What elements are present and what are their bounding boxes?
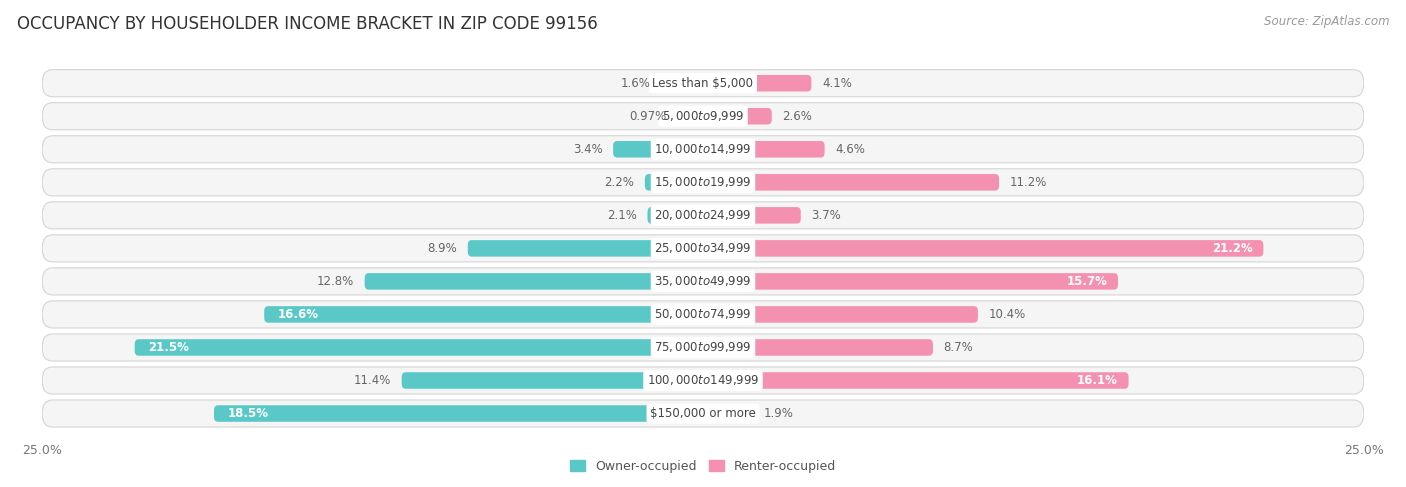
FancyBboxPatch shape	[135, 339, 703, 356]
Text: $5,000 to $9,999: $5,000 to $9,999	[662, 109, 744, 123]
FancyBboxPatch shape	[42, 202, 1364, 229]
Text: 12.8%: 12.8%	[316, 275, 354, 288]
FancyBboxPatch shape	[703, 75, 811, 92]
FancyBboxPatch shape	[703, 306, 979, 323]
FancyBboxPatch shape	[42, 334, 1364, 361]
Text: 11.4%: 11.4%	[354, 374, 391, 387]
FancyBboxPatch shape	[42, 268, 1364, 295]
FancyBboxPatch shape	[703, 141, 824, 157]
FancyBboxPatch shape	[42, 400, 1364, 427]
FancyBboxPatch shape	[661, 75, 703, 92]
Text: 3.4%: 3.4%	[572, 143, 603, 156]
Text: 10.4%: 10.4%	[988, 308, 1026, 321]
Text: $15,000 to $19,999: $15,000 to $19,999	[654, 175, 752, 189]
FancyBboxPatch shape	[703, 405, 754, 422]
Text: 8.9%: 8.9%	[427, 242, 457, 255]
Text: 0.97%: 0.97%	[630, 110, 666, 123]
FancyBboxPatch shape	[42, 301, 1364, 328]
FancyBboxPatch shape	[42, 367, 1364, 394]
FancyBboxPatch shape	[678, 108, 703, 125]
FancyBboxPatch shape	[402, 372, 703, 389]
Text: Source: ZipAtlas.com: Source: ZipAtlas.com	[1264, 15, 1389, 28]
Text: 15.7%: 15.7%	[1067, 275, 1108, 288]
Text: $150,000 or more: $150,000 or more	[650, 407, 756, 420]
FancyBboxPatch shape	[42, 70, 1364, 97]
Text: 2.1%: 2.1%	[607, 209, 637, 222]
Text: 16.1%: 16.1%	[1077, 374, 1118, 387]
Text: $25,000 to $34,999: $25,000 to $34,999	[654, 242, 752, 255]
FancyBboxPatch shape	[42, 169, 1364, 196]
Text: 3.7%: 3.7%	[811, 209, 841, 222]
Text: $75,000 to $99,999: $75,000 to $99,999	[654, 340, 752, 355]
FancyBboxPatch shape	[703, 339, 934, 356]
FancyBboxPatch shape	[645, 174, 703, 190]
FancyBboxPatch shape	[703, 273, 1118, 290]
Text: $35,000 to $49,999: $35,000 to $49,999	[654, 274, 752, 288]
Text: 1.9%: 1.9%	[763, 407, 793, 420]
FancyBboxPatch shape	[264, 306, 703, 323]
Text: 11.2%: 11.2%	[1010, 176, 1047, 189]
FancyBboxPatch shape	[42, 235, 1364, 262]
Text: $100,000 to $149,999: $100,000 to $149,999	[647, 374, 759, 388]
FancyBboxPatch shape	[364, 273, 703, 290]
Text: Less than $5,000: Less than $5,000	[652, 77, 754, 90]
Text: 8.7%: 8.7%	[943, 341, 973, 354]
Text: 4.6%: 4.6%	[835, 143, 865, 156]
Text: 21.5%: 21.5%	[148, 341, 188, 354]
FancyBboxPatch shape	[703, 372, 1129, 389]
Text: $10,000 to $14,999: $10,000 to $14,999	[654, 142, 752, 156]
FancyBboxPatch shape	[42, 103, 1364, 130]
Text: 16.6%: 16.6%	[277, 308, 318, 321]
Text: $50,000 to $74,999: $50,000 to $74,999	[654, 307, 752, 321]
FancyBboxPatch shape	[703, 240, 1264, 257]
Text: 4.1%: 4.1%	[823, 77, 852, 90]
Text: 18.5%: 18.5%	[228, 407, 269, 420]
Legend: Owner-occupied, Renter-occupied: Owner-occupied, Renter-occupied	[565, 455, 841, 478]
FancyBboxPatch shape	[703, 174, 1000, 190]
FancyBboxPatch shape	[703, 108, 772, 125]
Text: 1.6%: 1.6%	[620, 77, 650, 90]
Text: $20,000 to $24,999: $20,000 to $24,999	[654, 208, 752, 223]
FancyBboxPatch shape	[42, 136, 1364, 163]
FancyBboxPatch shape	[214, 405, 703, 422]
Text: 21.2%: 21.2%	[1212, 242, 1253, 255]
FancyBboxPatch shape	[468, 240, 703, 257]
FancyBboxPatch shape	[703, 207, 801, 224]
FancyBboxPatch shape	[648, 207, 703, 224]
FancyBboxPatch shape	[613, 141, 703, 157]
Text: OCCUPANCY BY HOUSEHOLDER INCOME BRACKET IN ZIP CODE 99156: OCCUPANCY BY HOUSEHOLDER INCOME BRACKET …	[17, 15, 598, 33]
Text: 2.6%: 2.6%	[782, 110, 813, 123]
Text: 2.2%: 2.2%	[605, 176, 634, 189]
